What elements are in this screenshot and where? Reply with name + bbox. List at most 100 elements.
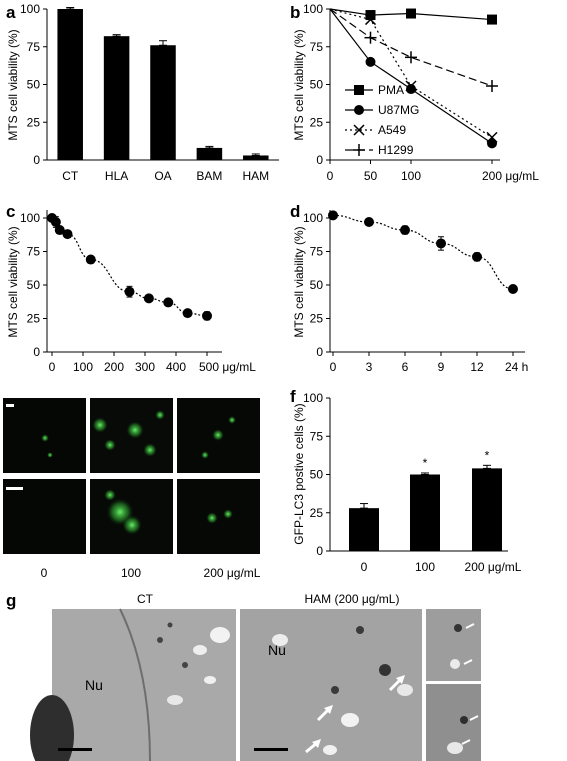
panel-e-label-0: 0 [41,566,48,580]
x-tick-label: 9 [438,360,445,374]
arrow-head [396,675,405,684]
data-point-a549 [486,131,498,143]
data-point [54,225,65,236]
x-tick-label: 50 [364,169,378,183]
y-tick-label: 25 [310,312,324,326]
em-vacuole [204,676,216,684]
panel-a-bar-chart: a MTS cell viability (%) 0 25 50 75 100 CT HL… [6,2,279,183]
panel-e-label-200: 200 μg/mL [204,566,261,580]
panel-b-line-chart: b MTS cell viability (%) 0 25 50 75 100 0 50 1… [290,2,539,183]
em-organelle [167,622,173,628]
panel-letter-c: c [6,202,15,221]
arrow-autophagosome [461,739,471,745]
bar-0 [349,508,379,551]
data-point [400,225,410,236]
y-tick-label: 25 [27,312,41,326]
y-tick-label: 50 [310,278,324,292]
x-tick-label: 0 [327,169,334,183]
x-tick-label: 300 [135,360,155,374]
data-point-pma [365,10,376,21]
gfp-signal [126,421,144,439]
em-image-ham [240,609,422,761]
data-point [364,217,374,228]
y-tick-label: 75 [310,429,324,443]
panel-e-label-100: 100 [121,566,141,580]
significance-marker: * [485,448,490,462]
panel-d-points [328,210,518,295]
autophagosome [454,624,462,632]
panel-g-title-ct: CT [137,592,154,606]
y-tick-label: 50 [310,468,324,482]
y-tick-label: 75 [27,245,41,259]
panel-g-title-ham: HAM (200 μg/mL) [305,592,400,606]
legend-marker [353,124,365,136]
data-point [62,229,73,240]
em-scale-bar-ct [58,748,92,751]
y-tick-label: 75 [27,40,41,54]
x-tick-label: 500 μg/mL [199,360,256,374]
panel-c-points [47,213,212,321]
y-tick-label: 50 [27,78,41,92]
panel-a-x-labels: CT HLA OA BAM HAM [62,169,269,183]
x-category-label: 200 μg/mL [465,560,522,574]
y-tick-label: 75 [310,40,324,54]
legend-label: U87MG [378,103,419,117]
panel-letter-b: b [290,3,300,22]
legend-label: H1299 [378,143,414,157]
data-point-u87mg [365,56,376,67]
panel-a-y-ticks: 0 25 50 75 100 [20,2,47,167]
series-line-a549 [329,8,493,138]
gfp-signal [201,451,209,459]
x-category-label: HLA [105,169,128,183]
y-tick-label: 75 [310,245,324,259]
panel-f-bars: ** [349,448,502,551]
panel-a-bars [57,6,269,160]
data-point-a549 [405,80,417,92]
panel-c-scatter-chart: c MTS cell viability (%) 0 25 50 75 100 0 100… [6,202,256,374]
em-organelle [157,637,163,643]
panel-b-y-axis-label: MTS cell viability (%) [292,29,306,140]
y-tick-label: 100 [303,211,323,225]
x-category-label: 0 [361,560,368,574]
series-line-pma [329,8,493,21]
x-category-label: BAM [196,169,222,183]
y-tick-label: 25 [27,115,41,129]
arrow-head [324,705,333,714]
panel-d-scatter-chart: d MTS cell viability (%) 0 25 50 75 100 0 3 6 9… [290,202,528,374]
series-line-u87mg [329,8,493,144]
x-tick-label: 200 [104,360,124,374]
data-point [163,297,174,308]
em-vacuole [272,634,288,646]
gfp-signal [41,434,49,442]
panel-letter-f: f [290,387,296,406]
scale-bar-top [6,404,14,407]
y-tick-label: 25 [310,506,324,520]
em-inset-top [426,609,481,681]
data-point [436,238,446,249]
y-tick-label: 0 [316,544,323,558]
arrow-autophagosome [469,715,479,721]
gfp-signal [143,443,157,457]
panel-b-series [329,8,498,149]
panel-a-y-axis-label: MTS cell viability (%) [6,29,20,140]
y-tick-label: 50 [27,278,41,292]
x-category-label: OA [154,169,171,183]
y-tick-label: 0 [33,345,40,359]
gfp-signal [155,410,165,420]
y-tick-label: 0 [316,345,323,359]
data-point [143,293,154,304]
panel-f-bar-chart: f GFP-LC3 postive cells (%) 0 25 50 75 100 *… [290,387,522,574]
em-vacuole [341,713,359,727]
nucleus-label-ham: Nu [268,642,286,658]
em-vacuole [450,659,460,669]
significance-marker: * [423,456,428,470]
arrow-autophagosome [465,623,475,629]
panel-d-x-ticks: 0 3 6 9 12 24 h [330,352,528,374]
data-point [182,308,193,319]
micrograph-control-high [3,479,86,554]
y-tick-label: 0 [316,153,323,167]
x-category-label: HAM [242,169,269,183]
bar-1 [410,474,440,551]
data-point [202,310,212,321]
